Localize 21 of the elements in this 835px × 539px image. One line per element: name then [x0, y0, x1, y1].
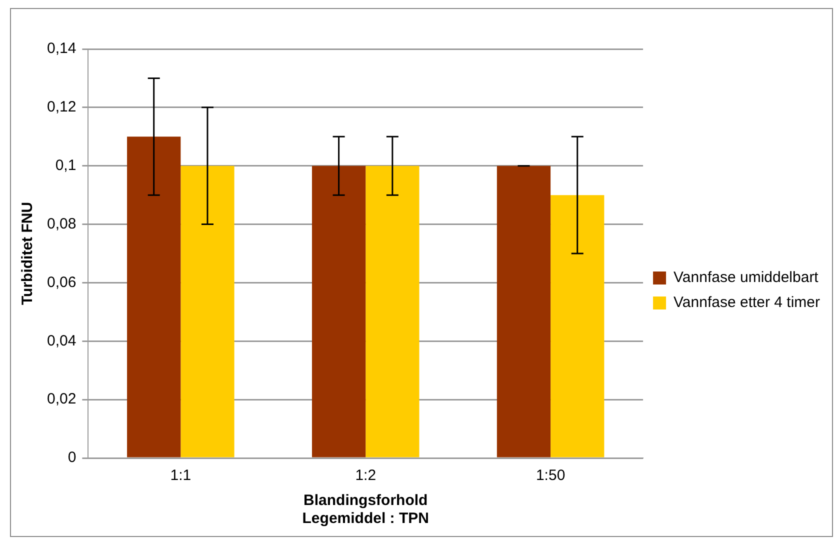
x-tick-label: 1:1 — [170, 467, 192, 484]
y-axis-title: Turbiditet FNU — [19, 202, 36, 306]
y-tick-label: 0,02 — [46, 390, 76, 408]
y-tick-label: 0,04 — [46, 332, 76, 350]
bar — [127, 136, 181, 458]
y-tick-label: 0,06 — [46, 274, 76, 291]
bar — [312, 166, 366, 458]
x-tick-label: 1:2 — [355, 467, 376, 484]
y-tick-label: 0,14 — [46, 40, 76, 58]
bar — [180, 166, 234, 458]
bar — [496, 166, 551, 458]
y-tick-label: 0 — [68, 449, 76, 466]
x-tick-label: 1:50 — [536, 467, 566, 484]
legend-label: Vannfase umiddelbart — [674, 269, 820, 286]
bar — [366, 166, 420, 458]
y-tick-label: 0,12 — [46, 98, 76, 116]
legend-label: Vannfase etter 4 timer — [674, 294, 820, 312]
bar — [550, 195, 604, 458]
x-axis-title: Blandingsforhold Legemiddel : TPN — [302, 492, 429, 528]
y-tick-label: 0,08 — [46, 215, 76, 232]
y-tick-label: 0,1 — [55, 157, 76, 174]
